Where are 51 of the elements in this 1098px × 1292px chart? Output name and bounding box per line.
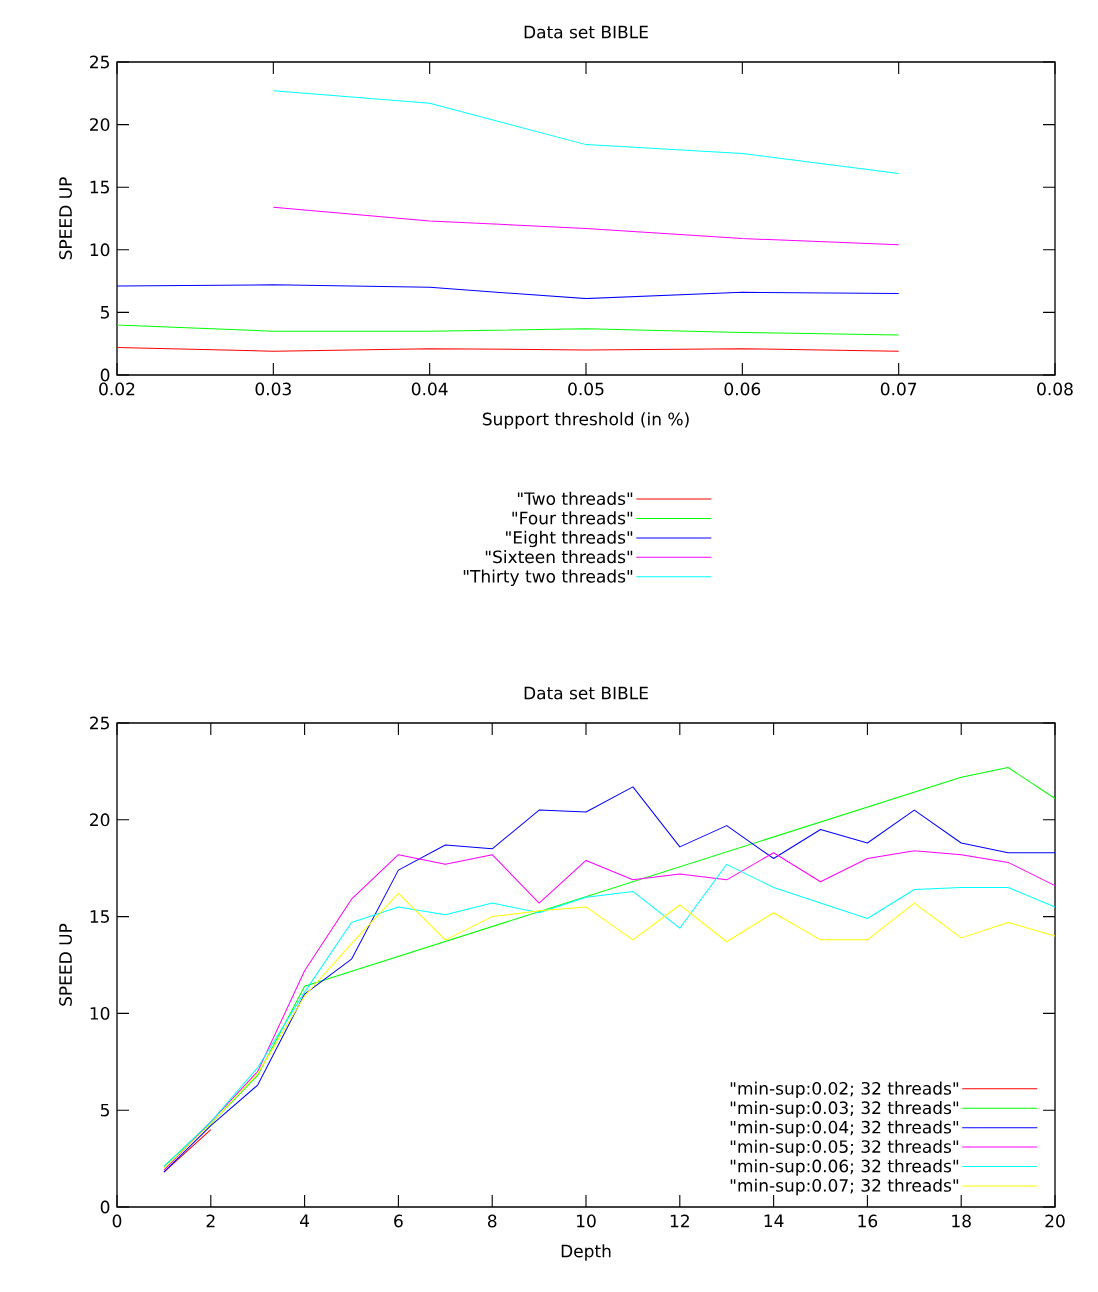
- x-tick-label: 18: [952, 1214, 971, 1228]
- y-tick-label: 15: [90, 180, 109, 194]
- x-tick-label: 12: [670, 1214, 689, 1228]
- legend-label: "min-sup:0.07; 32 threads": [730, 1178, 959, 1196]
- y-tick-label: 15: [90, 910, 109, 923]
- y-tick-label: 0: [100, 368, 110, 382]
- y-tick-label: 5: [100, 306, 109, 319]
- y-tick-label: 20: [90, 813, 110, 827]
- x-tick-label: 0.06: [724, 382, 761, 396]
- x-tick-label: 0.03: [255, 382, 291, 396]
- x-tick-label: 16: [858, 1214, 878, 1228]
- x-tick-label: 0.08: [1037, 382, 1073, 396]
- y-tick-label: 25: [90, 55, 109, 69]
- legend-label: "Two threads": [517, 491, 633, 506]
- legend-label: "Four threads": [512, 511, 633, 525]
- x-axis-title: Support threshold (in %): [482, 412, 689, 429]
- legend-label: "min-sup:0.03; 32 threads": [730, 1101, 959, 1118]
- x-tick-label: 8: [487, 1214, 497, 1228]
- line-series: [117, 284, 900, 300]
- x-tick-label: 4: [300, 1214, 310, 1227]
- y-tick-label: 20: [90, 118, 110, 132]
- y-axis-title: SPEED UP: [59, 923, 72, 1006]
- y-tick-label: 10: [90, 243, 110, 257]
- y-tick-label: 0: [100, 1200, 110, 1214]
- x-axis-title: Depth: [561, 1244, 611, 1261]
- chart-title: Data set BIBLE: [524, 25, 648, 39]
- legend-label: "Sixteen threads": [485, 550, 633, 564]
- legend-label: "min-sup:0.06; 32 threads": [730, 1159, 959, 1176]
- y-tick-label: 25: [90, 716, 109, 730]
- x-tick-label: 14: [764, 1214, 784, 1227]
- y-tick-label: 5: [100, 1103, 109, 1117]
- legend-label: "Thirty two threads": [463, 569, 633, 586]
- x-tick-label: 10: [577, 1214, 596, 1228]
- x-tick-label: 2: [206, 1214, 215, 1228]
- x-tick-label: 0.04: [411, 382, 448, 396]
- legend-label: "min-sup:0.05; 32 threads": [730, 1139, 959, 1157]
- legend-label: "min-sup:0.02; 32 threads": [730, 1081, 959, 1099]
- x-tick-label: 20: [1045, 1214, 1065, 1228]
- x-tick-label: 0.07: [880, 382, 917, 396]
- x-tick-label: 6: [394, 1214, 403, 1228]
- line-series: [272, 206, 900, 246]
- line-series: [117, 324, 900, 336]
- x-tick-label: 0.05: [568, 382, 604, 396]
- legend-label: "min-sup:0.04; 32 threads": [730, 1120, 959, 1137]
- legend-label: "Eight threads": [506, 530, 633, 548]
- x-tick-label: 0: [112, 1214, 122, 1228]
- y-tick-label: 10: [90, 1006, 110, 1020]
- line-series: [272, 90, 900, 174]
- x-tick-label: 0.02: [99, 382, 135, 396]
- y-axis-title: SPEED UP: [59, 177, 72, 260]
- chart-title: Data set BIBLE: [524, 686, 648, 700]
